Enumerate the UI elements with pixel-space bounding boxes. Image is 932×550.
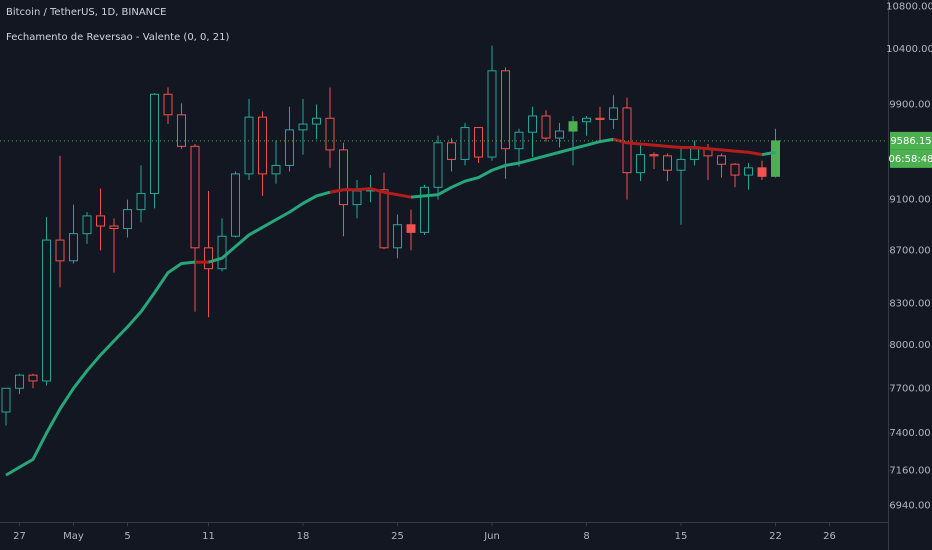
candle-body: [514, 131, 524, 150]
x-tick-label: 15: [675, 531, 688, 542]
y-tick-label: 7400.00: [889, 428, 930, 439]
ma-line: [5, 260, 196, 477]
candle-body: [217, 235, 227, 270]
candle-body: [204, 247, 213, 270]
x-tick-label: May: [63, 531, 84, 542]
candle-body: [690, 148, 699, 160]
candle-body: [447, 142, 456, 160]
candle-body: [744, 167, 753, 176]
candle-body: [487, 70, 497, 158]
candle-body: [663, 155, 672, 171]
candle-body: [325, 117, 335, 151]
candle-body: [420, 186, 429, 233]
y-tick-label: 8300.00: [889, 299, 930, 310]
y-tick-label: 7160.00: [889, 465, 930, 476]
countdown: 06:58:48: [889, 154, 932, 165]
candle-body: [298, 123, 308, 131]
candle-body: [528, 115, 537, 133]
candle-body: [15, 374, 24, 389]
y-tick-label: 9900.00: [889, 100, 930, 111]
price-label: 9586.15: [890, 136, 931, 147]
x-tick-label: 25: [391, 531, 404, 542]
candle-body: [285, 129, 294, 166]
candle-body: [636, 154, 645, 174]
candle-body: [555, 130, 564, 139]
x-tick-label: 26: [823, 531, 836, 542]
ma-line: [329, 187, 412, 199]
candle-body: [69, 233, 78, 262]
candle-body: [433, 142, 443, 188]
y-tick-label: 8700.00: [889, 245, 930, 256]
candle-body: [595, 117, 605, 120]
candle-body: [82, 215, 92, 235]
candle-body: [177, 114, 186, 147]
candle-body: [123, 209, 132, 230]
x-tick-label: 11: [202, 531, 215, 542]
candle-body: [757, 167, 767, 177]
candle-body: [55, 239, 65, 262]
candle-body: [339, 149, 348, 206]
candle-body: [406, 224, 416, 233]
ma-line: [613, 137, 763, 157]
candle-body: [474, 127, 483, 158]
candle-body: [649, 154, 659, 157]
candle-body: [312, 117, 321, 125]
candle-body: [676, 158, 686, 171]
x-tick-label: 5: [124, 531, 130, 542]
y-tick-label: 7700.00: [889, 383, 930, 394]
candle-body: [163, 93, 173, 116]
y-tick-label: 9100.00: [889, 195, 930, 206]
y-tick-label: 8000.00: [889, 340, 930, 351]
chart-title: Bitcoin / TetherUS, 1D, BINANCE: [6, 7, 166, 18]
candle-body: [28, 374, 38, 382]
x-tick-label: Jun: [483, 531, 500, 542]
candle-body: [541, 115, 551, 139]
candle-body: [460, 127, 470, 160]
candle-body: [190, 145, 200, 249]
x-tick-label: 18: [297, 531, 310, 542]
candle-body: [609, 107, 618, 120]
y-tick-label: 6940.00: [889, 501, 930, 512]
candle-body: [393, 224, 402, 249]
candle-body: [568, 121, 578, 132]
candle-body: [258, 116, 267, 175]
ma-line: [208, 190, 331, 264]
y-tick-label: 10800.00: [886, 1, 932, 12]
candle-body: [271, 164, 281, 175]
candle-body: [136, 192, 146, 211]
candle-body: [1, 387, 11, 413]
candle-body: [717, 155, 726, 165]
candle-body: [582, 117, 591, 123]
candle-body: [622, 107, 632, 174]
x-tick-label: 22: [769, 531, 782, 542]
ma-line: [410, 137, 614, 199]
candle-body: [96, 215, 105, 227]
candle-body: [771, 140, 780, 177]
candle-body: [379, 189, 389, 249]
candle-body: [730, 163, 740, 176]
candle-body: [42, 239, 51, 382]
candle-body: [244, 116, 254, 175]
price-label-box: [890, 131, 932, 150]
ma-line: [761, 150, 776, 157]
candle-body: [109, 225, 119, 230]
countdown-box: [890, 149, 932, 168]
candle-body: [352, 190, 362, 206]
candle-body: [501, 70, 510, 150]
y-tick-label: 10400.00: [886, 44, 932, 55]
indicator-title: Fechamento de Reversao - Valente (0, 0, …: [6, 32, 229, 43]
x-tick-label: 8: [583, 531, 589, 542]
x-tick-label: 27: [13, 531, 26, 542]
candle-body: [231, 173, 240, 237]
candle-body: [150, 93, 159, 194]
